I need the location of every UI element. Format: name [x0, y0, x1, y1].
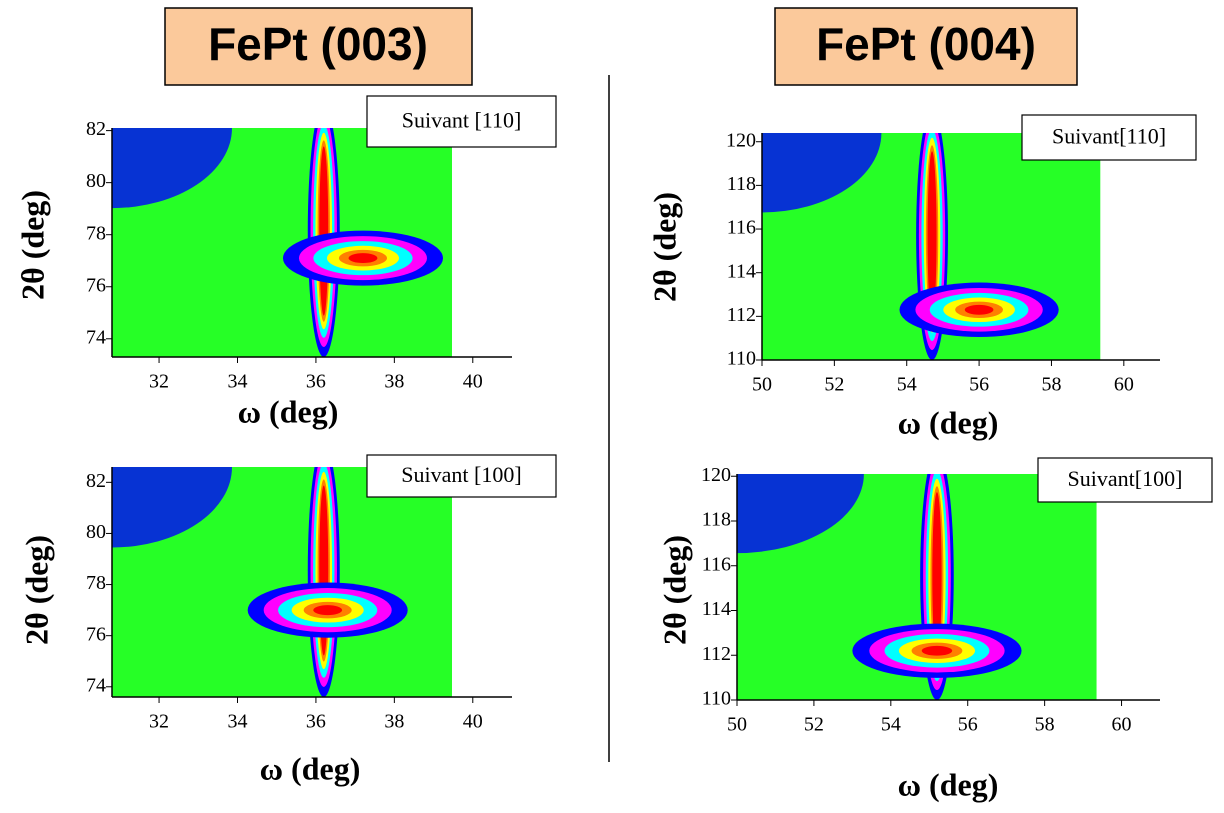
noise-level [737, 474, 864, 554]
x-tick-label: 52 [824, 374, 844, 396]
x-tick-label: 60 [1112, 714, 1132, 736]
y-tick-label: 114 [702, 598, 731, 620]
peak-level [348, 253, 378, 264]
group-title: FePt (004) [816, 18, 1036, 70]
y-tick-label: 74 [86, 674, 106, 696]
y-tick-label: 114 [727, 260, 756, 282]
x-tick-label: 40 [463, 371, 483, 393]
streak-level [319, 146, 329, 316]
y-tick-label: 112 [727, 304, 756, 326]
annotation-box [1021, 114, 1197, 161]
y-axis-label: 2θ (deg) [14, 190, 50, 300]
contour-plot [762, 133, 1101, 360]
x-tick-label: 54 [897, 374, 917, 396]
x-tick-label: 50 [752, 374, 772, 396]
y-tick-label: 78 [86, 572, 106, 594]
x-tick-label: 40 [463, 711, 483, 733]
y-tick-label: 82 [86, 118, 106, 140]
y-tick-label: 120 [726, 129, 756, 151]
contour-plot [112, 128, 452, 357]
title-box [774, 7, 1078, 86]
x-tick-label: 58 [1035, 714, 1055, 736]
y-tick-label: 80 [86, 170, 106, 192]
peak-level [964, 304, 994, 315]
title-box [164, 7, 473, 86]
x-axis-label: ω (deg) [260, 750, 361, 786]
y-tick-label: 76 [86, 623, 106, 645]
x-axis-label: ω (deg) [898, 404, 999, 440]
y-tick-label: 74 [86, 326, 106, 348]
annotation: Suivant [100] [401, 462, 521, 487]
contour-plot [737, 474, 1097, 700]
y-tick-label: 80 [86, 521, 106, 543]
contour-plot [112, 467, 452, 697]
noise-level [112, 467, 232, 548]
x-axis-label: ω (deg) [238, 393, 339, 429]
x-tick-label: 38 [384, 371, 404, 393]
y-tick-label: 110 [702, 688, 731, 710]
peak-level [313, 605, 343, 616]
y-tick-label: 118 [702, 509, 731, 531]
y-axis-label: 2θ (deg) [646, 192, 682, 302]
noise-level [762, 133, 882, 213]
y-tick-label: 116 [727, 217, 756, 239]
y-axis-label: 2θ (deg) [656, 535, 692, 645]
annotation-box [1037, 457, 1213, 503]
group-title: FePt (003) [208, 18, 428, 70]
noise-level [112, 128, 232, 209]
annotation: Suivant [110] [402, 108, 522, 133]
streak-level [927, 151, 937, 320]
x-tick-label: 34 [227, 371, 247, 393]
x-tick-label: 60 [1114, 374, 1134, 396]
annotation: Suivant[110] [1052, 124, 1166, 149]
y-tick-label: 76 [86, 274, 106, 296]
streak-level [932, 492, 942, 660]
x-tick-label: 56 [969, 374, 989, 396]
y-tick-label: 118 [727, 173, 756, 195]
y-axis-label: 2θ (deg) [18, 535, 54, 645]
y-tick-label: 116 [702, 553, 731, 575]
x-tick-label: 54 [881, 714, 901, 736]
peak-level [921, 645, 953, 656]
x-tick-label: 34 [227, 711, 247, 733]
y-tick-label: 120 [701, 464, 731, 486]
x-tick-label: 36 [306, 711, 326, 733]
y-tick-label: 112 [702, 643, 731, 665]
x-tick-label: 38 [384, 711, 404, 733]
y-tick-label: 110 [727, 348, 756, 370]
annotation-box [366, 454, 557, 498]
y-tick-label: 82 [86, 470, 106, 492]
x-tick-label: 32 [149, 371, 169, 393]
x-tick-label: 36 [306, 371, 326, 393]
x-tick-label: 52 [804, 714, 824, 736]
annotation: Suivant[100] [1068, 466, 1183, 491]
annotation-box [366, 95, 557, 148]
x-tick-label: 50 [727, 714, 747, 736]
x-axis-label: ω (deg) [898, 766, 999, 802]
x-tick-label: 56 [958, 714, 978, 736]
x-tick-label: 58 [1041, 374, 1061, 396]
y-tick-label: 78 [86, 222, 106, 244]
x-tick-label: 32 [149, 711, 169, 733]
